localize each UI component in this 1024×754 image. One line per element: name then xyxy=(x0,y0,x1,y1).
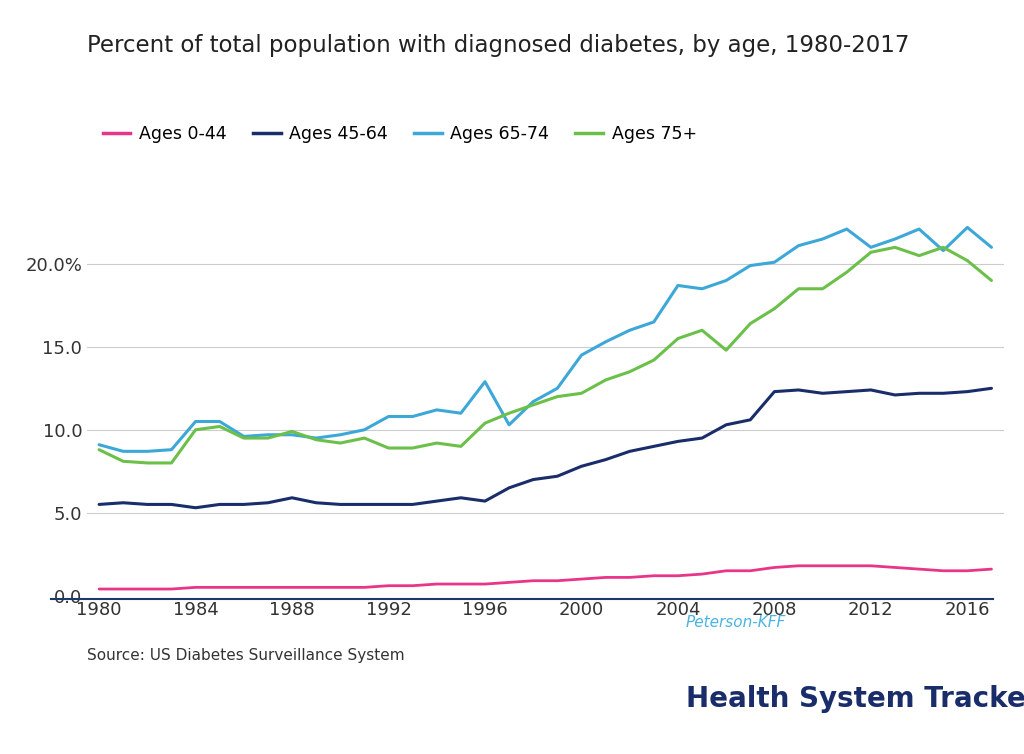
Text: Health System Tracker: Health System Tracker xyxy=(686,685,1024,713)
Text: Peterson-KFF: Peterson-KFF xyxy=(686,615,786,630)
Text: Source: US Diabetes Surveillance System: Source: US Diabetes Surveillance System xyxy=(87,648,404,664)
Text: Percent of total population with diagnosed diabetes, by age, 1980-2017: Percent of total population with diagnos… xyxy=(87,34,909,57)
Legend: Ages 0-44, Ages 45-64, Ages 65-74, Ages 75+: Ages 0-44, Ages 45-64, Ages 65-74, Ages … xyxy=(95,118,703,150)
